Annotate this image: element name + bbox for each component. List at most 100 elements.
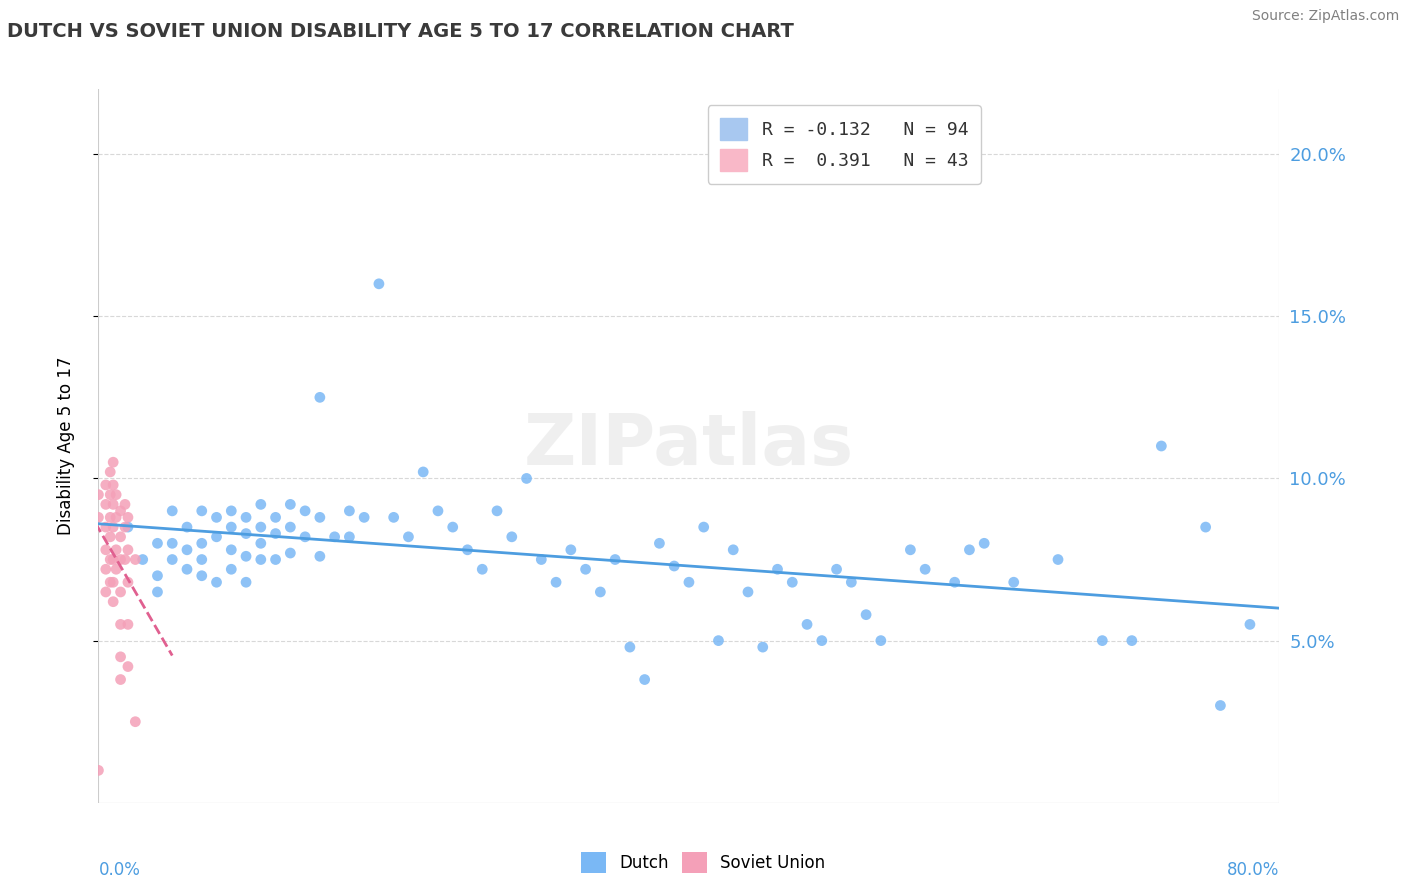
Point	[162, 536, 183, 550]
Point	[723, 542, 745, 557]
Point	[427, 504, 450, 518]
Point	[87, 510, 110, 524]
Point	[546, 575, 568, 590]
Point	[176, 542, 198, 557]
Point	[98, 530, 121, 544]
Point	[110, 617, 132, 632]
Point	[205, 510, 228, 524]
Point	[235, 526, 257, 541]
Point	[264, 526, 287, 541]
Point	[278, 520, 302, 534]
Point	[117, 617, 139, 632]
Point	[250, 552, 273, 566]
Point	[456, 542, 478, 557]
Point	[87, 488, 110, 502]
Point	[782, 575, 804, 590]
Point	[235, 575, 257, 590]
Point	[117, 542, 139, 557]
Point	[117, 575, 139, 590]
Point	[219, 562, 242, 576]
Point	[1150, 439, 1173, 453]
Point	[309, 549, 332, 564]
Point	[1209, 698, 1232, 713]
Point	[1195, 520, 1218, 534]
Text: DUTCH VS SOVIET UNION DISABILITY AGE 5 TO 17 CORRELATION CHART: DUTCH VS SOVIET UNION DISABILITY AGE 5 T…	[7, 22, 794, 41]
Point	[353, 510, 375, 524]
Point	[87, 764, 110, 778]
Point	[633, 673, 655, 687]
Text: 80.0%: 80.0%	[1227, 861, 1279, 880]
Point	[574, 562, 596, 576]
Point	[264, 552, 287, 566]
Y-axis label: Disability Age 5 to 17: Disability Age 5 to 17	[56, 357, 75, 535]
Point	[146, 568, 169, 582]
Point	[294, 530, 316, 544]
Point	[869, 633, 891, 648]
Point	[339, 504, 360, 518]
Point	[1002, 575, 1025, 590]
Point	[1046, 552, 1069, 566]
Text: 0.0%: 0.0%	[98, 861, 141, 880]
Point	[103, 595, 125, 609]
Point	[94, 520, 117, 534]
Legend: R = -0.132   N = 94, R =  0.391   N = 43: R = -0.132 N = 94, R = 0.391 N = 43	[707, 105, 981, 184]
Point	[110, 530, 132, 544]
Point	[94, 562, 117, 576]
Point	[105, 542, 128, 557]
Point	[110, 673, 132, 687]
Point	[110, 552, 132, 566]
Point	[103, 552, 125, 566]
Point	[737, 585, 759, 599]
Point	[117, 520, 139, 534]
Point	[176, 520, 198, 534]
Point	[796, 617, 818, 632]
Point	[339, 530, 360, 544]
Point	[191, 552, 214, 566]
Text: ZIPatlas: ZIPatlas	[524, 411, 853, 481]
Point	[1239, 617, 1261, 632]
Point	[117, 510, 139, 524]
Point	[959, 542, 981, 557]
Point	[191, 568, 214, 582]
Point	[219, 504, 242, 518]
Point	[471, 562, 494, 576]
Point	[94, 542, 117, 557]
Point	[810, 633, 832, 648]
Point	[162, 552, 183, 566]
Point	[605, 552, 627, 566]
Point	[515, 471, 537, 485]
Point	[235, 510, 257, 524]
Point	[103, 520, 125, 534]
Point	[98, 465, 121, 479]
Point	[219, 520, 242, 534]
Point	[323, 530, 346, 544]
Point	[103, 478, 125, 492]
Point	[94, 585, 117, 599]
Point	[110, 585, 132, 599]
Text: Source: ZipAtlas.com: Source: ZipAtlas.com	[1251, 9, 1399, 23]
Point	[205, 575, 228, 590]
Point	[98, 488, 121, 502]
Point	[191, 536, 214, 550]
Point	[103, 575, 125, 590]
Point	[98, 510, 121, 524]
Point	[309, 510, 332, 524]
Point	[560, 542, 582, 557]
Point	[124, 714, 146, 729]
Point	[441, 520, 464, 534]
Point	[486, 504, 509, 518]
Point	[619, 640, 641, 654]
Point	[146, 585, 169, 599]
Point	[250, 536, 273, 550]
Point	[382, 510, 405, 524]
Point	[825, 562, 848, 576]
Point	[219, 542, 242, 557]
Point	[900, 542, 922, 557]
Point	[110, 504, 132, 518]
Point	[114, 497, 136, 511]
Point	[530, 552, 553, 566]
Point	[943, 575, 966, 590]
Point	[589, 585, 612, 599]
Point	[105, 510, 128, 524]
Point	[250, 520, 273, 534]
